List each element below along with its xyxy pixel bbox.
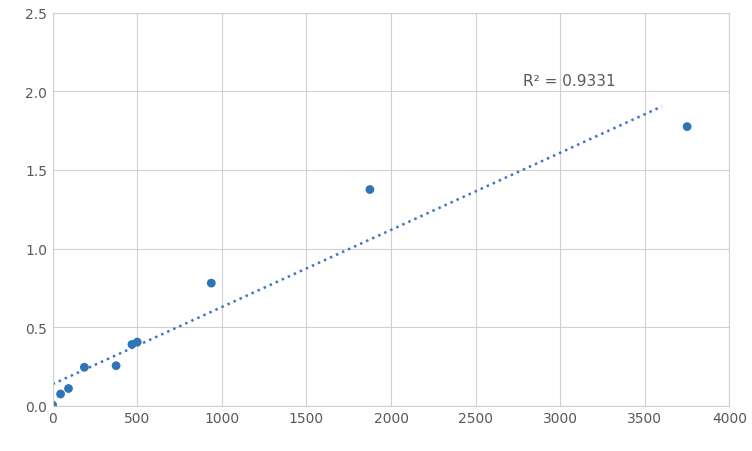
Point — [62, 385, 74, 392]
Point — [110, 362, 122, 369]
Point — [364, 187, 376, 194]
Point — [55, 391, 67, 398]
Point — [205, 280, 217, 287]
Point — [126, 341, 138, 348]
Point — [47, 401, 59, 409]
Text: R² = 0.9331: R² = 0.9331 — [523, 74, 616, 89]
Point — [681, 124, 693, 131]
Point — [131, 339, 143, 346]
Point — [78, 364, 90, 371]
